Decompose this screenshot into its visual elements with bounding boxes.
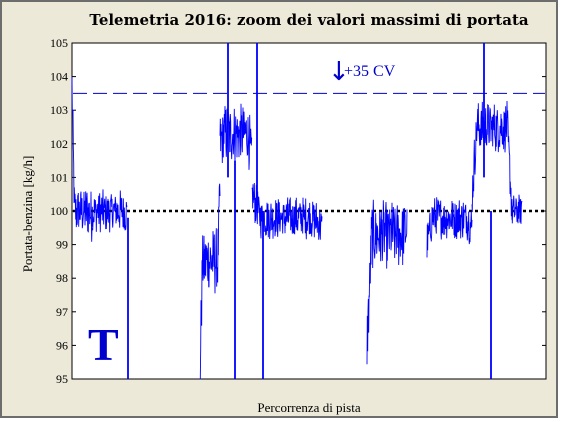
series-line-segment	[71, 77, 93, 242]
y-tick-label: 105	[50, 36, 68, 50]
y-tick-label: 100	[50, 204, 68, 218]
series-line-segment	[426, 197, 473, 258]
series-line-segment	[199, 183, 221, 380]
y-tick-label: 101	[50, 170, 68, 184]
y-tick-label: 99	[56, 238, 68, 252]
annotation-label: +35 CV	[344, 63, 396, 80]
y-tick-label: 95	[56, 372, 68, 386]
series-group	[71, 43, 523, 380]
watermark-letter: T	[88, 319, 119, 370]
series-line-segment	[219, 103, 253, 170]
series-line-segment	[366, 199, 408, 365]
x-axis-label: Percorrenza di pista	[257, 400, 361, 415]
y-tick-label: 104	[50, 70, 68, 84]
y-tick-label: 102	[50, 137, 68, 151]
y-tick-label: 96	[56, 338, 68, 352]
chart-svg: 95 96 97 98 99 100 101 102 103 104 105	[50, 36, 547, 386]
series-line-segment	[471, 100, 513, 220]
y-tick-label: 97	[56, 305, 68, 319]
down-arrow-icon: ↓	[328, 57, 350, 87]
series-line-segment	[511, 194, 523, 224]
y-tick-label: 98	[56, 271, 68, 285]
y-tick-label: 103	[50, 103, 68, 117]
series-line-segment	[91, 189, 128, 233]
y-axis-ticks: 95 96 97 98 99 100 101 102 103 104 105	[50, 36, 546, 386]
chart-title: Telemetria 2016: zoom dei valori massimi…	[89, 11, 529, 29]
y-axis-label: Portata-benzina [kg/h]	[20, 155, 35, 273]
